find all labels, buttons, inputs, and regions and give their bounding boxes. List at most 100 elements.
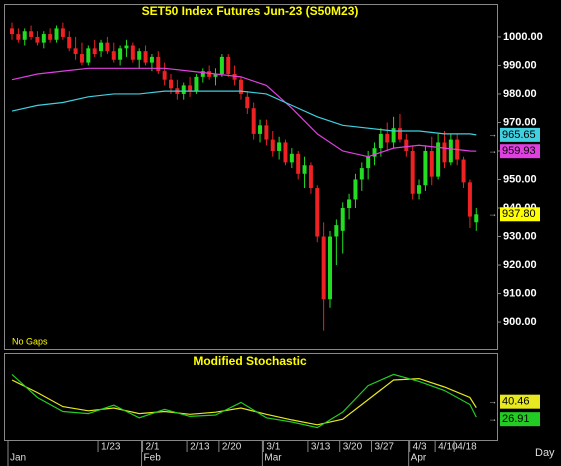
candle-body: [474, 214, 479, 223]
candle-body: [29, 31, 34, 37]
candle-body: [448, 139, 453, 163]
value-label: 26.91: [502, 413, 530, 425]
candle-body: [54, 28, 59, 40]
candle-body: [296, 153, 301, 174]
value-label-box: [500, 412, 540, 427]
candle-body: [353, 179, 358, 200]
y-tick-label: 980.00: [503, 88, 537, 100]
x-tick-label: 3/20: [343, 442, 363, 453]
candle-body: [162, 71, 167, 80]
candle-body: [385, 133, 390, 143]
candle-body: [277, 142, 282, 151]
candle-body: [238, 79, 243, 94]
candle-body: [328, 236, 332, 300]
value-label-box: [500, 394, 540, 409]
main-panel: [4, 4, 498, 350]
x-tick-label: 4/18: [457, 442, 477, 453]
candle-body: [391, 128, 396, 143]
y-tick-label: 950.00: [503, 173, 537, 185]
x-tick-label: 1/23: [101, 442, 121, 453]
candle-body: [48, 34, 53, 40]
candle-body: [461, 159, 466, 183]
candle-body: [213, 74, 218, 77]
candle-body: [283, 142, 288, 163]
x-tick-label: 2/1: [146, 442, 160, 453]
month-label: Feb: [144, 453, 162, 464]
candle-body: [245, 96, 250, 109]
candle-body: [264, 125, 269, 140]
candle-body: [137, 51, 142, 60]
y-tick-label: 910.00: [503, 287, 537, 299]
y-tick-label: 930.00: [503, 230, 537, 242]
value-label-box: [500, 144, 540, 159]
line-series: [11, 90, 477, 136]
x-tick-label: 4/3: [413, 442, 427, 453]
candle-body: [111, 51, 116, 60]
candle-body: [334, 225, 339, 237]
candle-body: [226, 56, 231, 74]
arrow: →: [488, 146, 497, 156]
x-tick-label: 3/1: [266, 442, 280, 453]
candle-body: [410, 150, 415, 194]
x-tick-label: 3/27: [375, 442, 395, 453]
arrow: →: [488, 396, 497, 406]
candle-body: [321, 236, 326, 300]
candle-body: [219, 56, 224, 74]
candle-body: [200, 71, 205, 77]
candle-body: [366, 156, 371, 169]
candle-body: [423, 150, 428, 186]
value-label-box: [500, 207, 540, 222]
candle-body: [232, 74, 237, 80]
candle-body: [10, 28, 14, 35]
line-series: [11, 67, 477, 158]
x-axis-label: Day: [535, 447, 555, 459]
candle-body: [156, 56, 161, 72]
y-tick-label: 920.00: [503, 259, 537, 271]
value-label-box: [500, 127, 540, 142]
candle-body: [397, 128, 402, 140]
value-label: 40.46: [502, 396, 530, 408]
candle-body: [372, 148, 377, 157]
month-label: Apr: [411, 453, 427, 464]
candle-body: [22, 31, 27, 40]
candle-body: [169, 79, 173, 89]
candle-body: [181, 85, 186, 94]
candle-body: [315, 188, 320, 237]
arrow: →: [488, 129, 497, 139]
y-tick-label: 970.00: [503, 116, 537, 128]
y-tick-label: 1000.00: [503, 31, 543, 43]
candle-body: [207, 71, 212, 77]
candle-body: [118, 48, 123, 60]
candle-body: [73, 48, 78, 55]
x-tick-label: 2/13: [190, 442, 210, 453]
candle-body: [41, 34, 46, 43]
chart-title: SET50 Index Futures Jun-23 (S50M23): [142, 4, 359, 18]
y-tick-label: 900.00: [503, 316, 537, 328]
candle-body: [60, 28, 65, 37]
candle-body: [35, 36, 40, 43]
candle-body: [99, 42, 104, 52]
candle-body: [92, 48, 97, 55]
candle-body: [86, 48, 91, 63]
x-tick-label: 3/13: [311, 442, 331, 453]
line-series: [11, 373, 477, 429]
candle-body: [194, 76, 199, 92]
candle-body: [404, 139, 409, 151]
candle-body: [251, 108, 256, 134]
y-tick-label: 990.00: [503, 59, 537, 71]
x-tick-label: 4/10: [438, 442, 458, 453]
candle-body: [340, 208, 345, 231]
month-label: Mar: [264, 453, 282, 464]
candle-body: [270, 139, 275, 151]
month-label: Jan: [10, 453, 26, 464]
candle-body: [124, 45, 129, 49]
line-series: [11, 377, 477, 426]
stochastic-panel: [4, 353, 498, 441]
candle-body: [143, 51, 148, 63]
candle-body: [79, 54, 84, 63]
candle-body: [289, 153, 294, 163]
candle-body: [417, 185, 422, 194]
note: No Gaps: [12, 336, 48, 346]
